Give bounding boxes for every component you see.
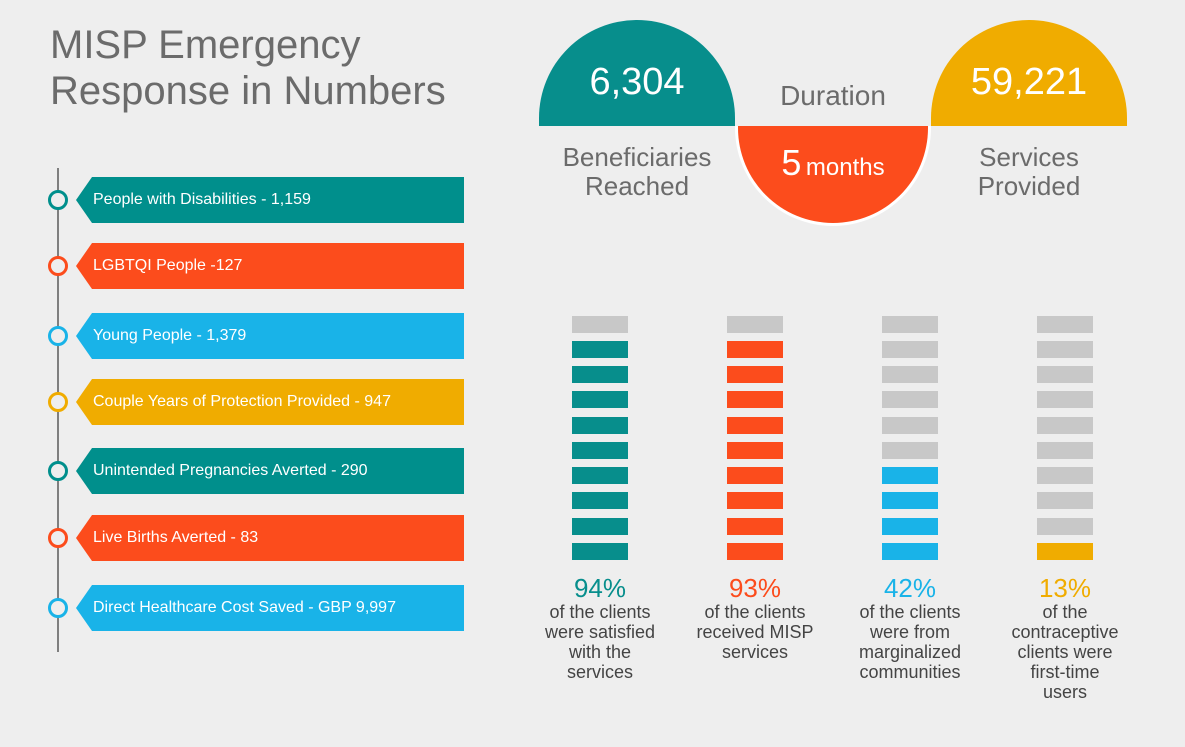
stat-column: 93% of the clients received MISP services [685, 316, 825, 662]
bar-segment-filled [572, 366, 628, 383]
timeline-item: Unintended Pregnancies Averted - 290 [0, 448, 470, 494]
bar-segment-filled [572, 543, 628, 560]
bar-segment-empty [882, 417, 938, 434]
bar-segment-filled [882, 492, 938, 509]
bar-segment-empty [882, 341, 938, 358]
services-value: 59,221 [970, 60, 1088, 103]
timeline-dot-icon [48, 256, 68, 276]
bar-segment-empty [1037, 492, 1093, 509]
timeline-dot-icon [48, 392, 68, 412]
bar-segment-filled [727, 518, 783, 535]
bar-segment-filled [572, 391, 628, 408]
timeline-label: Live Births Averted - 83 [93, 529, 259, 546]
bar-segment-filled [572, 442, 628, 459]
timeline-dot-icon [48, 190, 68, 210]
services-caption: Services Provided [977, 142, 1081, 201]
stat-column: 13% of the contraceptive clients were fir… [995, 316, 1135, 702]
bar-segment-filled [572, 492, 628, 509]
stat-column: 42% of the clients were from marginalized… [840, 316, 980, 682]
percent-value: 94% [573, 573, 627, 603]
timeline-label: Unintended Pregnancies Averted - 290 [93, 462, 368, 479]
bar-stack [572, 316, 628, 564]
bar-segment-empty [1037, 341, 1093, 358]
bar-segment-empty [1037, 366, 1093, 383]
bar-segment-empty [727, 316, 783, 333]
duration-badge: 5 months [735, 126, 931, 226]
percent-description: of the clients were from marginalized co… [858, 602, 962, 682]
bar-segment-empty [882, 316, 938, 333]
timeline-dot-icon [48, 528, 68, 548]
percent-description: of the clients were satisfied with the s… [544, 602, 656, 682]
bar-segment-empty [882, 391, 938, 408]
timeline-banner: Couple Years of Protection Provided - 94… [76, 379, 464, 425]
timeline-item: Young People - 1,379 [0, 313, 470, 359]
bar-segment-filled [727, 543, 783, 560]
bar-segment-filled [882, 467, 938, 484]
timeline-dot-icon [48, 326, 68, 346]
timeline-banner: Live Births Averted - 83 [76, 515, 464, 561]
timeline-label: People with Disabilities - 1,159 [93, 191, 311, 208]
timeline-banner: Unintended Pregnancies Averted - 290 [76, 448, 464, 494]
percent-description: of the contraceptive clients were first-… [1011, 602, 1119, 702]
percent-value: 93% [728, 573, 782, 603]
bar-segment-empty [1037, 316, 1093, 333]
percent-value: 42% [883, 573, 937, 603]
stat-column: 94% of the clients were satisfied with th… [530, 316, 670, 682]
timeline-banner: LGBTQI People -127 [76, 243, 464, 289]
bar-segment-empty [1037, 442, 1093, 459]
duration-label: Duration [780, 80, 886, 111]
bar-segment-filled [727, 366, 783, 383]
timeline-label: Couple Years of Protection Provided - 94… [93, 393, 391, 410]
timeline-dot-icon [48, 461, 68, 481]
bar-segment-filled [727, 467, 783, 484]
page-title: MISP Emergency Response in Numbers [50, 23, 446, 113]
timeline-dot-icon [48, 598, 68, 618]
bar-segment-filled [727, 391, 783, 408]
duration-unit: months [805, 154, 885, 181]
bar-segment-filled [727, 341, 783, 358]
services-badge: 59,221 [931, 20, 1127, 126]
timeline-item: Live Births Averted - 83 [0, 515, 470, 561]
timeline-label: LGBTQI People -127 [93, 257, 243, 274]
timeline-label: Young People - 1,379 [93, 327, 247, 344]
bar-stack [727, 316, 783, 564]
bar-stack [882, 316, 938, 564]
beneficiaries-caption: Beneficiaries Reached [562, 142, 712, 201]
duration-number: 5 [781, 142, 802, 183]
timeline-label: Direct Healthcare Cost Saved - GBP 9,997 [93, 599, 396, 616]
bar-segment-empty [882, 366, 938, 383]
bar-segment-empty [1037, 417, 1093, 434]
timeline-banner: People with Disabilities - 1,159 [76, 177, 464, 223]
bar-segment-empty [572, 316, 628, 333]
bar-segment-filled [572, 341, 628, 358]
bar-segment-filled [1037, 543, 1093, 560]
bar-segment-empty [1037, 467, 1093, 484]
percent-description: of the clients received MISP services [696, 602, 814, 662]
timeline-item: LGBTQI People -127 [0, 243, 470, 289]
beneficiaries-value: 6,304 [589, 60, 685, 103]
bar-segment-filled [572, 467, 628, 484]
bar-segment-empty [882, 442, 938, 459]
timeline-item: Direct Healthcare Cost Saved - GBP 9,997 [0, 585, 470, 631]
timeline-banner: Direct Healthcare Cost Saved - GBP 9,997 [76, 585, 464, 631]
timeline-banner: Young People - 1,379 [76, 313, 464, 359]
bar-segment-filled [727, 492, 783, 509]
timeline-item: People with Disabilities - 1,159 [0, 177, 470, 223]
bar-stack [1037, 316, 1093, 564]
timeline-item: Couple Years of Protection Provided - 94… [0, 379, 470, 425]
bar-segment-filled [882, 543, 938, 560]
percent-value: 13% [1038, 573, 1092, 603]
beneficiaries-badge: 6,304 [539, 20, 735, 126]
bar-segment-empty [1037, 518, 1093, 535]
bar-segment-filled [572, 518, 628, 535]
bar-segment-filled [882, 518, 938, 535]
bar-segment-empty [1037, 391, 1093, 408]
bar-segment-filled [572, 417, 628, 434]
bar-segment-filled [727, 417, 783, 434]
bar-segment-filled [727, 442, 783, 459]
